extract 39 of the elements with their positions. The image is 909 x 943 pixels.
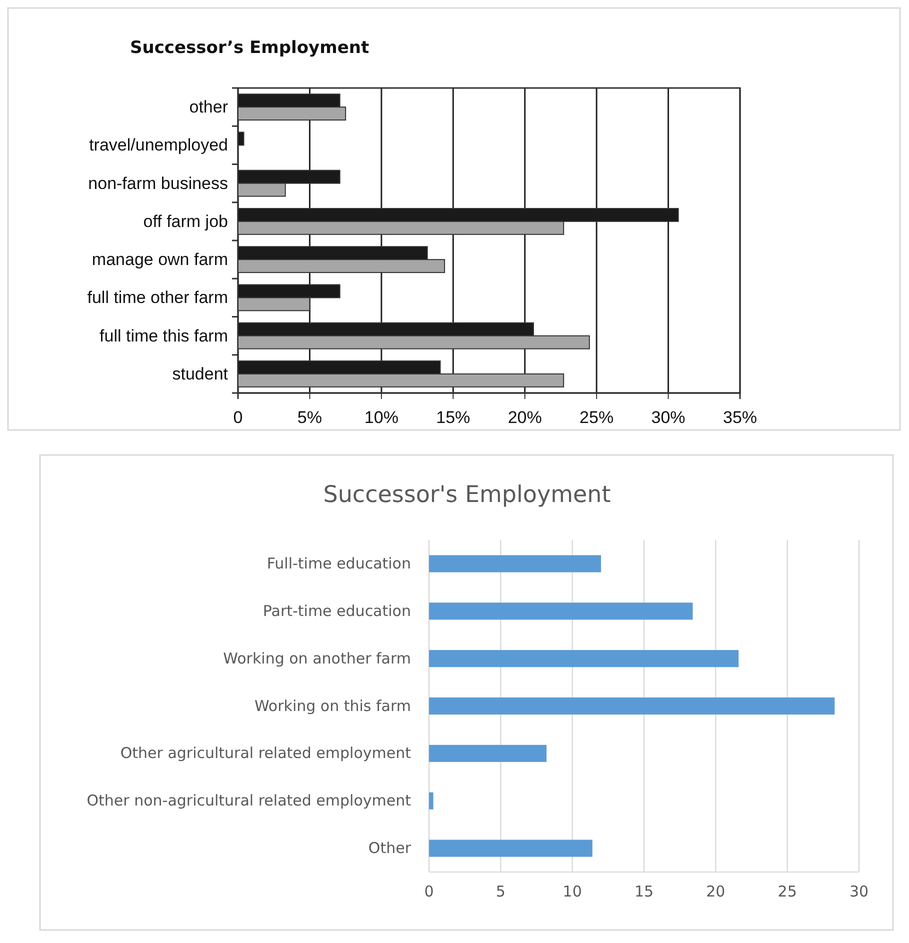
x-tick-label: 15 xyxy=(634,882,654,901)
y-tick-label: other xyxy=(189,98,228,117)
y-tick-label: Full-time education xyxy=(266,554,411,573)
x-tick-label: 30 xyxy=(849,882,869,901)
y-tick-label: travel/unemployed xyxy=(89,136,228,155)
y-tick-label: student xyxy=(172,364,228,384)
y-tick-label: Other non-agricultural related employment xyxy=(86,792,412,810)
x-tick-label: 0 xyxy=(233,408,243,428)
x-tick-label: 0 xyxy=(424,882,434,901)
x-tick-label: 30% xyxy=(651,408,686,428)
chart-title: Successor’s Employment xyxy=(130,38,370,58)
y-tick-label: off farm job xyxy=(143,212,228,231)
x-tick-label: 35% xyxy=(722,408,758,428)
y-tick-label: full time this farm xyxy=(100,326,228,346)
x-tick-label: 10% xyxy=(364,408,398,428)
bar xyxy=(429,602,693,620)
y-tick-label: Other agricultural related employment xyxy=(120,744,412,762)
x-tick-label: 20 xyxy=(706,882,726,901)
x-tick-label: 25% xyxy=(580,408,614,428)
x-tick-label: 10 xyxy=(562,882,582,901)
y-tick-label: full time other farm xyxy=(87,288,228,308)
y-tick-label: Working on this farm xyxy=(254,696,411,715)
x-tick-label: 20% xyxy=(508,408,542,428)
bar xyxy=(429,650,739,668)
bar xyxy=(429,697,835,715)
y-tick-label: Part-time education xyxy=(262,602,411,620)
chart-title: Successor's Employment xyxy=(323,482,611,508)
y-tick-label: Other xyxy=(368,839,412,858)
bar xyxy=(429,840,592,857)
x-tick-label: 5% xyxy=(297,408,322,428)
x-tick-label: 25 xyxy=(778,882,797,901)
bar xyxy=(429,792,434,810)
bar xyxy=(429,744,547,762)
y-tick-label: manage own farm xyxy=(92,250,228,270)
y-tick-label: Working on another farm xyxy=(223,649,411,668)
y-tick-label: non-farm business xyxy=(88,174,228,193)
bar xyxy=(429,555,601,572)
x-tick-label: 15% xyxy=(436,408,470,428)
x-tick-label: 5 xyxy=(496,882,506,901)
